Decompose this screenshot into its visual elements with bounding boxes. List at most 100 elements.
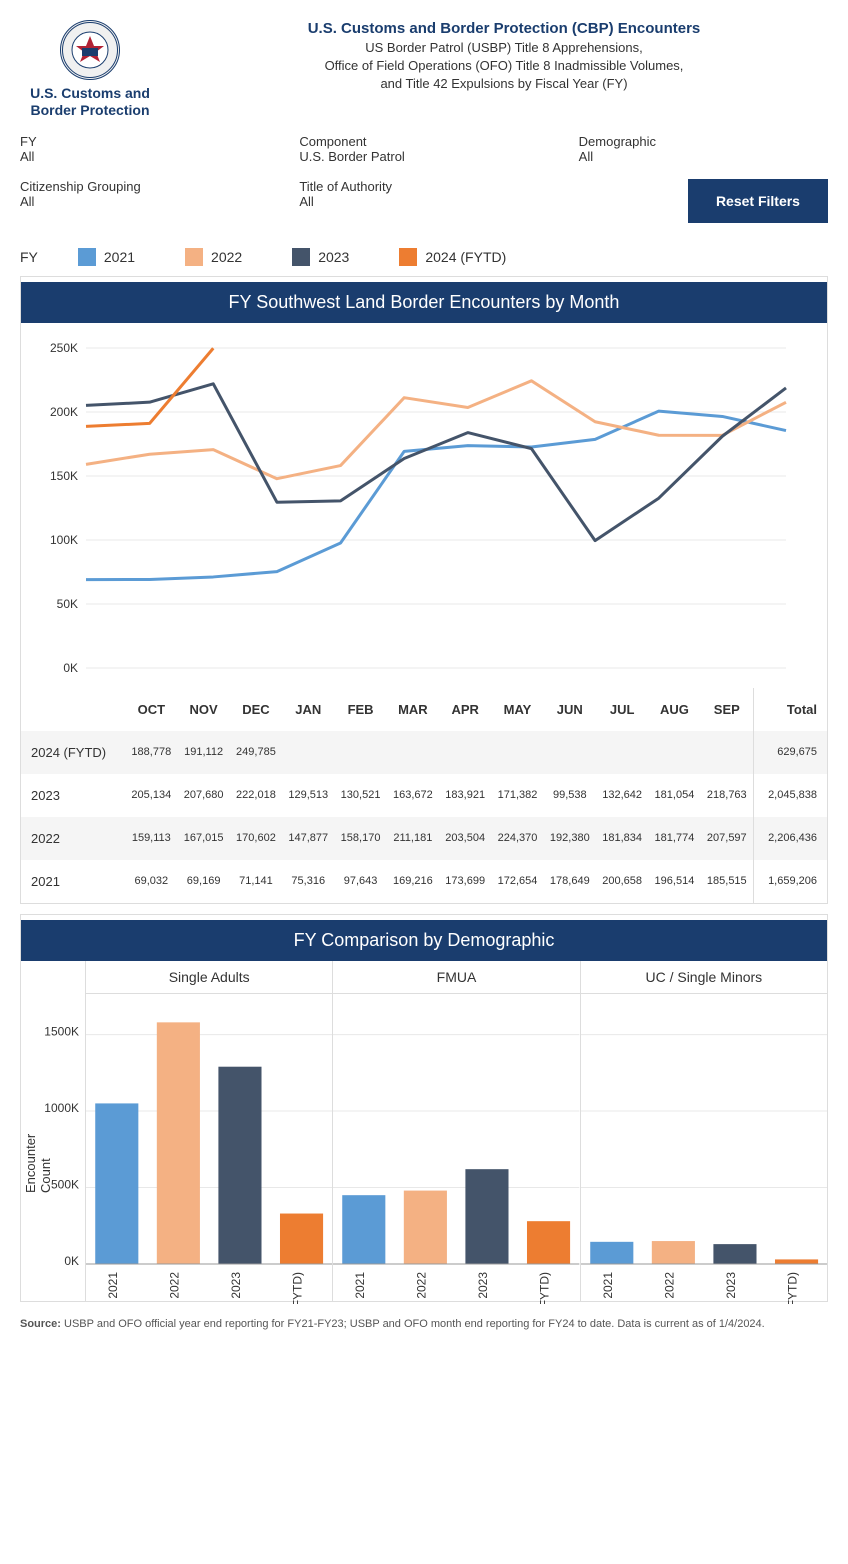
table-cell (387, 731, 439, 774)
table-cell (701, 731, 754, 774)
table-row: 2024 (FYTD)188,778191,112249,785629,675 (21, 731, 827, 774)
org-name-line1: U.S. Customs and (20, 85, 160, 102)
filter-fy-value: All (20, 149, 269, 164)
filter-demographic[interactable]: Demographic All (579, 134, 828, 164)
bar-panel-title: FMUA (333, 961, 579, 994)
table-row-label: 2023 (21, 774, 125, 817)
table-cell: 181,774 (648, 817, 700, 860)
svg-text:250K: 250K (50, 341, 78, 355)
table-header: MAY (491, 688, 543, 731)
table-total: 2,045,838 (754, 774, 828, 817)
bar-panel: Single Adults2021202220232024 (FYTD) (86, 961, 332, 1301)
svg-text:0K: 0K (64, 1254, 79, 1268)
table-cell: 181,054 (648, 774, 700, 817)
legend-item[interactable]: 2023 (292, 248, 349, 266)
table-cell: 218,763 (701, 774, 754, 817)
legend-item[interactable]: 2022 (185, 248, 242, 266)
legend-swatch-icon (78, 248, 96, 266)
table-cell: 249,785 (230, 731, 282, 774)
table-header: Total (754, 688, 828, 731)
table-header: MAR (387, 688, 439, 731)
table-cell (439, 731, 491, 774)
svg-text:150K: 150K (50, 469, 78, 483)
svg-text:2023: 2023 (229, 1271, 243, 1298)
table-cell: 170,602 (230, 817, 282, 860)
table-cell: 130,521 (334, 774, 386, 817)
bar-panel: FMUA2021202220232024 (FYTD) (332, 961, 579, 1301)
cbp-logo-icon (60, 20, 120, 80)
svg-text:2022: 2022 (167, 1271, 181, 1298)
table-header: DEC (230, 688, 282, 731)
table-cell (648, 731, 700, 774)
line-chart: 0K50K100K150K200K250K (21, 323, 827, 688)
svg-text:2024 (FYTD): 2024 (FYTD) (538, 1272, 552, 1304)
table-cell: 222,018 (230, 774, 282, 817)
table-cell: 211,181 (387, 817, 439, 860)
table-cell: 69,032 (125, 860, 177, 903)
table-cell: 159,113 (125, 817, 177, 860)
legend-item[interactable]: 2024 (FYTD) (399, 248, 506, 266)
filter-demographic-value: All (579, 149, 828, 164)
table-header: JUN (544, 688, 596, 731)
table-header: OCT (125, 688, 177, 731)
reset-filters-button[interactable]: Reset Filters (688, 179, 828, 223)
table-cell (544, 731, 596, 774)
table-header: JAN (282, 688, 334, 731)
svg-text:2022: 2022 (415, 1271, 429, 1298)
table-cell: 97,643 (334, 860, 386, 903)
table-cell: 69,169 (177, 860, 229, 903)
logo-area: U.S. Customs and Border Protection (20, 20, 160, 119)
title-area: U.S. Customs and Border Protection (CBP)… (180, 20, 828, 119)
table-cell: 167,015 (177, 817, 229, 860)
svg-text:0K: 0K (63, 661, 78, 675)
svg-text:2021: 2021 (106, 1271, 120, 1298)
monthly-data-table: OCTNOVDECJANFEBMARAPRMAYJUNJULAUGSEPTota… (21, 688, 827, 903)
table-cell: 188,778 (125, 731, 177, 774)
table-total: 629,675 (754, 731, 828, 774)
bar-chart-area: FY Comparison by Demographic Encounter C… (20, 914, 828, 1302)
table-total: 1,659,206 (754, 860, 828, 903)
filter-fy[interactable]: FY All (20, 134, 269, 164)
org-name-line2: Border Protection (20, 102, 160, 119)
table-cell: 147,877 (282, 817, 334, 860)
filter-component[interactable]: Component U.S. Border Patrol (299, 134, 548, 164)
svg-text:2023: 2023 (476, 1271, 490, 1298)
table-cell (596, 731, 648, 774)
legend-item[interactable]: 2021 (78, 248, 135, 266)
table-cell: 191,112 (177, 731, 229, 774)
filter-citizenship[interactable]: Citizenship Grouping All (20, 179, 269, 223)
source-text: USBP and OFO official year end reporting… (61, 1318, 765, 1330)
line-chart-box: FY Southwest Land Border Encounters by M… (20, 276, 828, 904)
filter-citizenship-label: Citizenship Grouping (20, 179, 269, 194)
legend-swatch-icon (292, 248, 310, 266)
table-header: APR (439, 688, 491, 731)
table-cell: 205,134 (125, 774, 177, 817)
legend-swatch-icon (399, 248, 417, 266)
legend-swatch-icon (185, 248, 203, 266)
legend-label: 2021 (104, 249, 135, 265)
table-cell: 129,513 (282, 774, 334, 817)
table-cell: 192,380 (544, 817, 596, 860)
legend-label: 2023 (318, 249, 349, 265)
table-cell: 169,216 (387, 860, 439, 903)
table-cell: 75,316 (282, 860, 334, 903)
bar-y-axis: Encounter Count 0K500K1000K1500K (21, 961, 86, 1301)
main-title: U.S. Customs and Border Protection (CBP)… (180, 20, 828, 37)
svg-text:2021: 2021 (600, 1271, 614, 1298)
table-cell (282, 731, 334, 774)
sub-title-line3: and Title 42 Expulsions by Fiscal Year (… (180, 75, 828, 93)
filter-authority[interactable]: Title of Authority All (299, 179, 548, 223)
table-row-label: 2021 (21, 860, 125, 903)
svg-text:2023: 2023 (723, 1271, 737, 1298)
table-cell: 132,642 (596, 774, 648, 817)
table-cell: 163,672 (387, 774, 439, 817)
bar-panel-title: UC / Single Minors (581, 961, 827, 994)
table-header: SEP (701, 688, 754, 731)
table-cell: 183,921 (439, 774, 491, 817)
legend-label: 2022 (211, 249, 242, 265)
table-cell (491, 731, 543, 774)
filter-fy-label: FY (20, 134, 269, 149)
table-cell: 196,514 (648, 860, 700, 903)
table-cell (334, 731, 386, 774)
filter-demographic-label: Demographic (579, 134, 828, 149)
